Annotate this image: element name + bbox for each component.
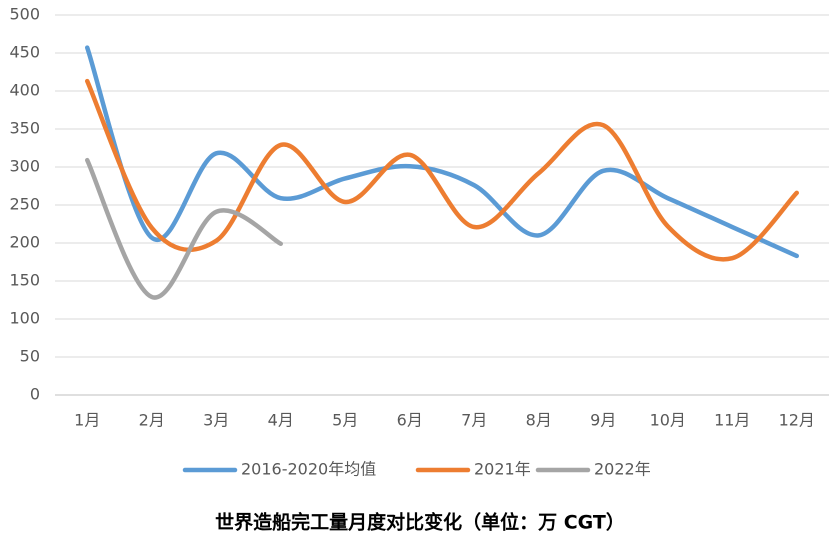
x-tick-label: 7月 <box>461 411 487 430</box>
y-tick-label: 0 <box>30 385 40 404</box>
x-tick-label: 4月 <box>268 411 294 430</box>
line-series <box>85 45 799 259</box>
x-tick-label: 12月 <box>779 411 815 430</box>
x-tick-label: 2月 <box>139 411 165 430</box>
y-tick-label: 400 <box>9 81 40 100</box>
line-series <box>85 78 799 262</box>
legend-label: 2016-2020年均值 <box>241 460 376 479</box>
y-tick-label: 50 <box>20 347 40 366</box>
y-tick-label: 200 <box>9 233 40 252</box>
y-tick-label: 250 <box>9 195 40 214</box>
x-tick-label: 11月 <box>714 411 750 430</box>
line-series <box>85 157 283 300</box>
x-tick-label: 8月 <box>526 411 552 430</box>
x-tick-label: 9月 <box>590 411 616 430</box>
y-tick-label: 150 <box>9 271 40 290</box>
y-tick-label: 500 <box>9 5 40 24</box>
x-tick-label: 1月 <box>74 411 100 430</box>
x-tick-label: 10月 <box>650 411 686 430</box>
x-tick-label: 3月 <box>203 411 229 430</box>
y-tick-label: 450 <box>9 43 40 62</box>
x-tick-label: 6月 <box>397 411 423 430</box>
y-tick-label: 100 <box>9 309 40 328</box>
y-tick-label: 350 <box>9 119 40 138</box>
legend-label: 2022年 <box>594 460 651 479</box>
legend-label: 2021年 <box>474 460 531 479</box>
chart-title: 世界造船完工量月度对比变化（单位：万 CGT） <box>215 511 625 534</box>
x-tick-label: 5月 <box>332 411 358 430</box>
y-tick-label: 300 <box>9 157 40 176</box>
